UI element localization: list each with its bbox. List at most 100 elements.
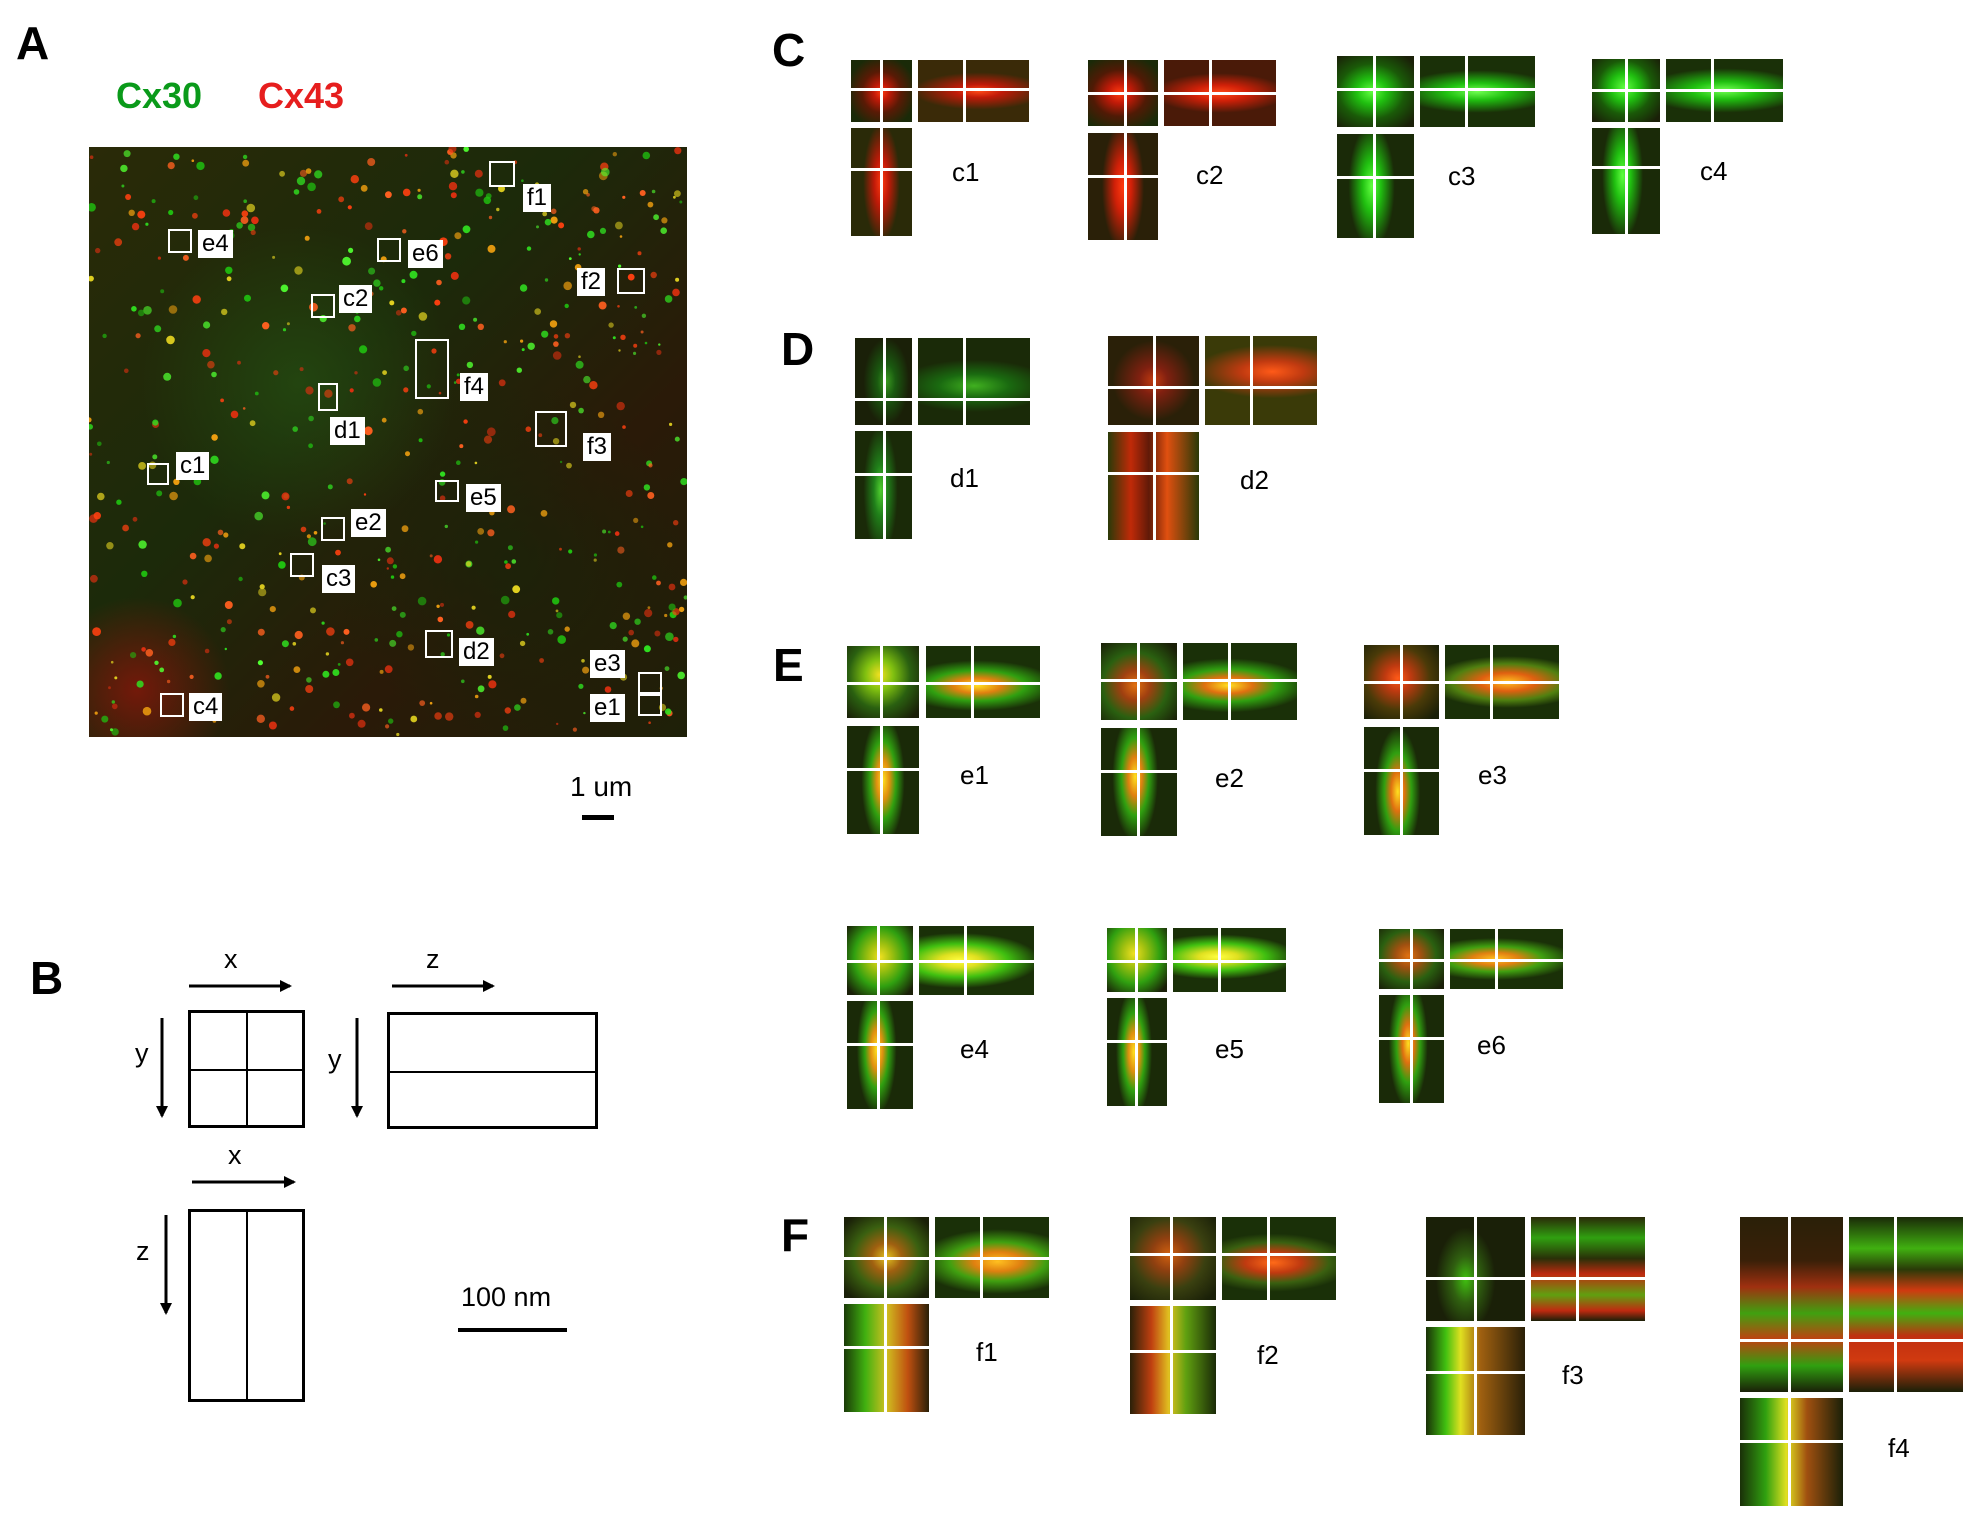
punctum: [385, 724, 390, 729]
d2-xz: [1108, 432, 1199, 540]
punctum: [392, 564, 398, 569]
punctum: [581, 659, 585, 663]
d2-label: d2: [1240, 465, 1269, 495]
punctum: [648, 721, 651, 724]
punctum: [683, 595, 687, 600]
roi-label-f4: f4: [460, 373, 489, 401]
punctum: [665, 632, 674, 641]
punctum: [269, 606, 276, 613]
schematic-zy-box: [387, 1012, 598, 1129]
punctum: [154, 325, 162, 333]
punctum: [396, 631, 403, 638]
punctum: [220, 398, 225, 403]
punctum: [544, 278, 549, 282]
punctum: [333, 701, 340, 709]
punctum: [558, 222, 565, 229]
punctum: [654, 630, 661, 637]
punctum: [461, 170, 465, 174]
punctum: [474, 711, 481, 719]
punctum: [578, 407, 584, 414]
punctum: [168, 638, 176, 646]
roi-label-c3: c3: [322, 565, 356, 593]
roi-label-c4: c4: [189, 693, 223, 721]
punctum: [241, 210, 249, 217]
punctum: [305, 685, 314, 693]
punctum: [399, 611, 406, 618]
punctum: [409, 270, 418, 279]
e3-zy: [1445, 645, 1559, 719]
punctum: [370, 581, 378, 588]
punctum: [559, 547, 562, 551]
punctum: [568, 257, 572, 260]
roi-box-f4: [415, 339, 449, 399]
punctum: [400, 307, 407, 314]
punctum: [542, 211, 548, 217]
punctum: [609, 622, 617, 630]
punctum: [257, 628, 265, 636]
punctum: [138, 462, 146, 470]
punctum: [343, 628, 350, 635]
punctum: [431, 348, 437, 354]
d1-zy: [918, 338, 1030, 425]
roi-box-c4: [160, 693, 184, 717]
punctum: [656, 580, 661, 586]
punctum: [633, 517, 639, 523]
punctum: [279, 170, 285, 177]
punctum: [286, 505, 291, 510]
punctum: [434, 712, 442, 720]
punctum: [601, 167, 610, 177]
punctum: [258, 588, 267, 597]
punctum: [672, 288, 680, 297]
e3-xy: [1364, 645, 1439, 719]
panel-letter-f: F: [781, 1209, 810, 1261]
punctum: [656, 349, 662, 355]
punctum: [463, 147, 469, 152]
punctum: [477, 323, 484, 330]
punctum: [526, 632, 530, 636]
punctum: [417, 188, 421, 192]
punctum: [578, 683, 584, 689]
punctum: [526, 246, 532, 251]
e6-xy: [1379, 929, 1444, 989]
punctum: [363, 426, 373, 436]
punctum: [379, 286, 384, 291]
roi-label-e6: e6: [408, 240, 443, 268]
punctum: [507, 505, 516, 514]
punctum: [135, 333, 141, 339]
punctum: [396, 732, 400, 737]
punctum: [612, 336, 616, 340]
punctum: [440, 652, 445, 657]
punctum: [102, 333, 107, 339]
scale-label-a: 1 um: [570, 771, 633, 802]
roi-box-f2: [617, 268, 645, 294]
punctum: [641, 313, 647, 318]
punctum: [92, 627, 101, 636]
punctum: [363, 493, 367, 496]
punctum: [395, 310, 402, 316]
punctum: [552, 597, 560, 605]
punctum: [189, 552, 197, 560]
punctum: [552, 351, 562, 360]
punctum: [401, 279, 406, 284]
punctum: [214, 672, 222, 680]
punctum: [204, 648, 210, 654]
punctum: [582, 189, 589, 195]
punctum: [340, 641, 344, 645]
punctum: [131, 306, 137, 312]
punctum: [249, 420, 256, 427]
roi-label-f1: f1: [523, 184, 552, 212]
punctum: [673, 520, 679, 526]
punctum: [202, 538, 211, 547]
punctum: [286, 322, 290, 326]
punctum: [251, 216, 259, 225]
punctum: [342, 256, 351, 266]
punctum: [114, 676, 118, 680]
c4-label: c4: [1700, 156, 1728, 186]
punctum: [450, 169, 459, 178]
punctum: [225, 266, 233, 274]
punctum: [221, 308, 228, 316]
punctum: [553, 341, 559, 347]
punctum: [680, 578, 687, 586]
punctum: [226, 276, 232, 282]
punctum: [625, 490, 633, 497]
